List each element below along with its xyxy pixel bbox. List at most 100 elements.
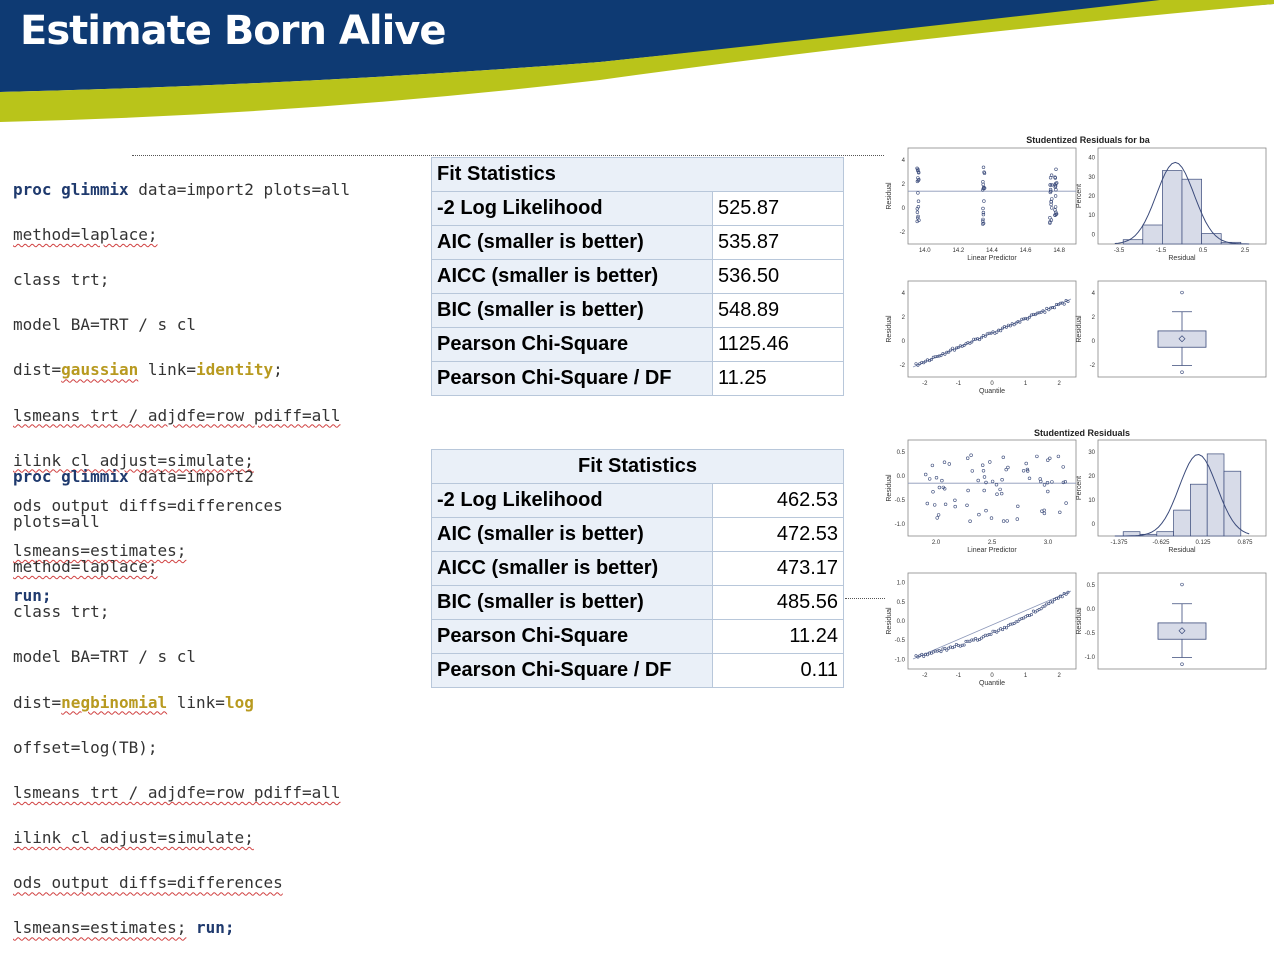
code-line: ilink cl adjust=simulate; [13,450,254,470]
histogram-y-label: Percent [1076,184,1083,208]
scatter-x-tick: 14.0 [919,248,931,254]
scatter-point [1048,220,1052,224]
scatter-point [916,199,921,203]
code-line: lsmeans trt / adjdfe=row pdiff=all [13,405,341,425]
qq-y-label: Residual [886,315,893,343]
residual-panels: Studentized Residuals for ba Studentized… [886,135,1267,687]
qq-point [927,651,931,655]
scatter-point [980,463,985,467]
qq-point [979,336,983,340]
qq-point [1043,310,1047,314]
histogram-y-tick: 20 [1088,194,1095,200]
histogram-x-tick: 0.5 [1199,248,1208,254]
qq-point [966,639,970,643]
scatter-y-tick: -0.5 [895,498,906,504]
histogram-x-label: Residual [1168,255,1196,262]
code-keyword: run; [186,918,235,938]
qq-point [1039,607,1043,611]
table-header: Fit Statistics [431,449,844,484]
qq-point [997,628,1001,632]
scatter-point [1045,481,1050,485]
scatter-point [981,165,986,170]
fit-statistics-table-1: Fit Statistics -2 Log Likelihood 525.87 A… [431,157,844,396]
scatter-point [940,478,944,483]
scatter-point [981,221,986,226]
code-line: ilink cl adjust=simulate; [13,828,254,848]
scatter-point [1053,213,1057,217]
banner-lime-swoosh [0,0,1274,122]
histogram-x-tick: 0.125 [1195,540,1211,546]
qq-point [1066,590,1070,594]
qq-point [1026,613,1030,617]
scatter-point [953,498,957,502]
table-row: AICC (smaller is better) 473.17 [431,551,844,586]
box-iqr [1157,330,1207,348]
code-line: lsmeans=estimates; [13,541,187,561]
qq-x-tick: -1 [956,381,962,387]
scatter-point [1004,467,1008,472]
scatter-point [1048,216,1052,220]
qq-point [995,630,999,634]
qq-point [945,648,949,652]
scatter-x-label: Linear Predictor [967,255,1017,262]
qq-point [983,633,987,637]
scatter-point [1046,458,1050,462]
scatter-point [916,171,921,175]
scatter-point [1058,510,1062,514]
scatter-point [1001,519,1006,523]
qq-point [949,348,953,352]
scatter-point [1049,206,1054,210]
scatter-point [981,222,985,226]
scatter-point [937,485,942,490]
qq-point [1049,306,1053,310]
scatter-point [1016,504,1020,508]
qq-point [945,350,949,354]
qq-x-tick: 0 [990,673,994,679]
qq-point [920,652,924,656]
scatter-point [981,217,985,222]
qq-y-tick: -0.5 [895,638,906,644]
scatter-point [1021,469,1026,473]
qq-point [1016,320,1020,324]
fit-statistics-table-2: Fit Statistics -2 Log Likelihood 462.53 A… [431,449,844,688]
scatter-point [916,191,920,195]
qq-reference-line [912,590,1072,660]
scatter-point [932,503,937,507]
histogram-x-tick: -1.375 [1110,540,1128,546]
table-row: AIC (smaller is better) 535.87 [431,225,844,260]
scatter-point [984,508,988,513]
scatter-point [1025,467,1030,472]
qq-point [1029,613,1033,617]
code-line: ods output diffs=differences [13,495,283,515]
qq-point [931,355,935,359]
qq-point [935,649,939,653]
scatter-point [915,210,920,214]
box-y-tick: -0.5 [1085,631,1096,637]
scatter-point [936,513,941,517]
box-outlier [1180,370,1184,374]
qq-point [952,348,956,352]
scatter-point [915,216,920,220]
qq-point [987,331,991,335]
histogram-x-tick: -1.5 [1156,248,1167,254]
qq-point [989,331,993,335]
qq-point [1004,325,1008,329]
scatter-y-tick: 0.5 [897,450,906,456]
scatter-y-label: Residual [886,182,893,210]
sas-code-block-1: proc glimmix data=import2 plots=all meth… [13,156,350,630]
box-y-tick: 0 [1092,339,1096,345]
scatter-point [1038,477,1042,481]
scatter-point [1025,469,1030,473]
qq-x-tick: 2 [1058,381,1062,387]
qq-point [1020,617,1024,621]
qq-point [951,346,955,350]
qq-point [1014,321,1018,325]
qq-x-tick: 1 [1024,381,1028,387]
qq-point [1049,600,1053,604]
qq-y-tick: 4 [902,291,906,297]
qq-point [987,632,991,636]
histogram-y-tick: 30 [1088,175,1095,181]
scatter-point [1048,190,1053,195]
qq-point [1001,628,1005,632]
histogram-bar [1156,531,1174,537]
